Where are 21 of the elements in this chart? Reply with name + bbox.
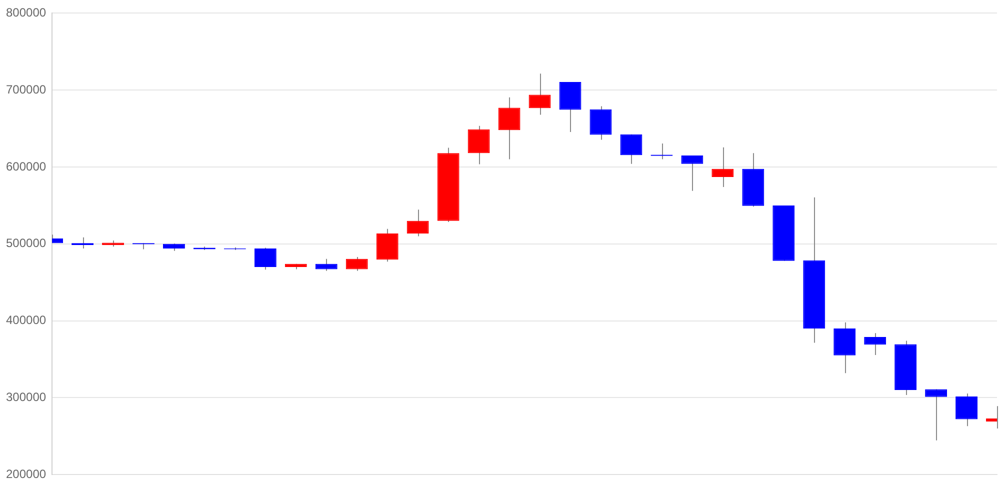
- y-tick-label: 700000: [6, 82, 46, 96]
- candlestick: [956, 392, 978, 427]
- candlestick: [254, 247, 276, 270]
- candlestick: [864, 332, 886, 356]
- candlestick: [406, 209, 429, 237]
- candlestick: [498, 96, 520, 160]
- candlestick: [590, 106, 612, 140]
- candlestick: [925, 388, 948, 441]
- candlestick: [681, 154, 704, 192]
- candlestick: [468, 125, 490, 165]
- candlestick: [620, 134, 642, 164]
- candlestick: [528, 73, 551, 116]
- y-tick-label: 600000: [6, 159, 46, 174]
- y-tick-label: 500000: [6, 236, 46, 250]
- y-tick-label: 400000: [6, 313, 46, 328]
- y-tick-label: 200000: [6, 466, 46, 481]
- candlestick: [315, 258, 338, 272]
- y-tick-label: 800000: [6, 6, 46, 20]
- candlestick: [346, 256, 368, 272]
- y-tick-label: 300000: [6, 390, 46, 404]
- candlestick: [712, 146, 734, 188]
